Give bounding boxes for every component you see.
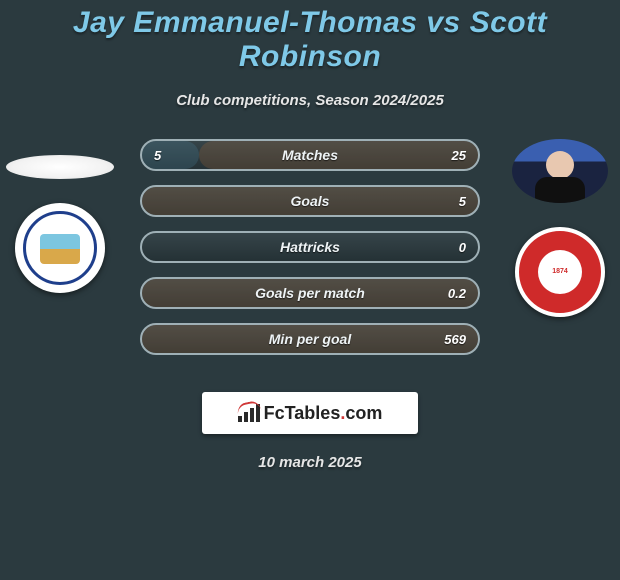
morton-ship-icon: [40, 234, 80, 264]
right-club-badge: 1874: [515, 227, 605, 317]
stat-bar: Goals 5: [140, 185, 480, 217]
stat-value-right: 0.2: [448, 279, 466, 307]
left-player-column: [0, 139, 120, 293]
stat-value-right: 25: [452, 141, 466, 169]
subtitle: Club competitions, Season 2024/2025: [0, 92, 620, 109]
hamilton-year: 1874: [552, 268, 568, 276]
hamilton-badge-inner: 1874: [538, 250, 582, 294]
bar-fill-left: [142, 141, 199, 169]
logo-text: FcTables.com: [264, 403, 383, 424]
stat-label: Matches: [282, 147, 338, 163]
left-club-badge: [15, 203, 105, 293]
morton-badge-inner: [23, 211, 97, 285]
stat-bar: 5 Matches 25: [140, 139, 480, 171]
date-label: 10 march 2025: [0, 454, 620, 471]
stat-label: Hattricks: [280, 239, 340, 255]
fctables-logo: FcTables.com: [202, 392, 418, 434]
stat-label: Goals per match: [255, 285, 365, 301]
stat-label: Min per goal: [269, 331, 351, 347]
logo-tld: com: [345, 403, 382, 423]
page-title: Jay Emmanuel-Thomas vs Scott Robinson: [0, 0, 620, 74]
bar-fill-right: [199, 141, 478, 169]
logo-suffix: Tables: [285, 403, 341, 423]
logo-chart-icon: [238, 404, 260, 422]
stat-bar: Goals per match 0.2: [140, 277, 480, 309]
stat-bars: 5 Matches 25 Goals 5 Hattricks 0 Goals per matc…: [140, 139, 480, 369]
stat-value-left: 5: [154, 141, 161, 169]
stat-value-right: 569: [444, 325, 466, 353]
comparison-panel: 1874 5 Matches 25 Goals 5 Hattricks 0 Goals per…: [0, 139, 620, 374]
stat-bar: Hattricks 0: [140, 231, 480, 263]
right-player-photo: [512, 139, 608, 203]
logo-prefix: Fc: [264, 403, 285, 423]
right-player-column: 1874: [500, 139, 620, 317]
left-player-photo: [6, 155, 114, 179]
stat-bar: Min per goal 569: [140, 323, 480, 355]
stat-label: Goals: [291, 193, 330, 209]
stat-value-right: 5: [459, 187, 466, 215]
stat-value-right: 0: [459, 233, 466, 261]
